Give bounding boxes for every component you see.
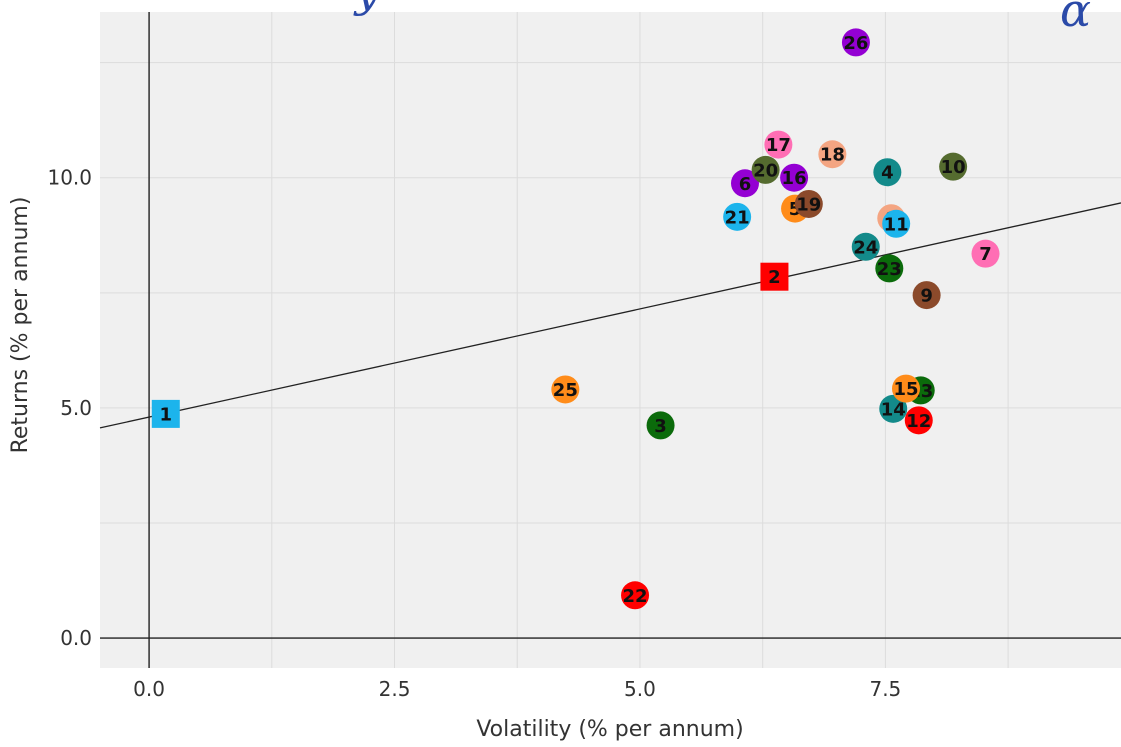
data-point-10: 10 (939, 152, 968, 181)
point-marker (621, 581, 650, 610)
y-axis-label: Returns (% per annum) (8, 197, 33, 454)
point-marker (551, 375, 580, 404)
y-tick-label: 10.0 (47, 166, 92, 190)
point-marker (794, 189, 823, 218)
point-label: 3 (654, 416, 667, 437)
data-point-9: 9 (912, 281, 941, 310)
point-label: 12 (906, 411, 931, 432)
data-point-3: 3 (646, 411, 675, 440)
data-point-6: 6 (730, 169, 759, 198)
x-tick-label: 2.5 (379, 677, 411, 701)
point-label: 20 (753, 160, 778, 181)
y-tick-label: 0.0 (60, 626, 92, 650)
point-label: 1 (160, 404, 173, 425)
y-tick-label: 5.0 (60, 396, 92, 420)
data-point-4: 4 (873, 158, 902, 187)
point-marker (751, 155, 780, 184)
data-point-15: 15 (892, 374, 921, 403)
zero-axes (100, 12, 1121, 668)
point-marker (851, 232, 880, 261)
point-marker (723, 202, 752, 231)
logo-icon: α (1060, 0, 1091, 37)
point-marker (646, 411, 675, 440)
data-point-21: 21 (723, 202, 752, 231)
point-marker (875, 254, 904, 283)
data-point-26: 26 (841, 28, 870, 57)
point-label: 24 (853, 237, 878, 258)
x-tick-label: 0.0 (133, 677, 165, 701)
point-label: 21 (725, 207, 750, 228)
point-marker (892, 374, 921, 403)
point-label: 6 (739, 174, 752, 195)
x-tick-label: 7.5 (869, 677, 901, 701)
tick-labels: 0.0 2.5 5.0 7.5 0.0 5.0 10.0 (47, 166, 901, 701)
trend-line (99, 202, 1121, 429)
data-point-19: 19 (794, 189, 823, 218)
point-label: 17 (766, 135, 791, 156)
point-marker (873, 158, 902, 187)
point-label: 22 (623, 586, 648, 607)
point-label: 16 (782, 168, 807, 189)
data-point-18: 18 (818, 140, 847, 169)
point-marker (904, 406, 933, 435)
point-label: 23 (877, 259, 902, 280)
x-tick-label: 5.0 (624, 677, 656, 701)
data-point-22: 22 (621, 581, 650, 610)
point-label: 11 (884, 214, 909, 235)
title-fragment: y (353, 0, 381, 17)
point-marker (882, 209, 911, 238)
plot-background (100, 12, 1121, 668)
trend-line-group (99, 202, 1121, 429)
point-marker (841, 28, 870, 57)
data-point-16: 16 (780, 163, 809, 192)
data-point-23: 23 (875, 254, 904, 283)
point-marker (730, 169, 759, 198)
point-marker (912, 281, 941, 310)
data-points: 1234567891011121314151617181920212223242… (151, 28, 1000, 610)
point-marker (760, 262, 789, 291)
point-marker (939, 152, 968, 181)
point-label: 15 (893, 379, 918, 400)
point-marker (764, 130, 793, 159)
data-point-1: 1 (151, 399, 180, 428)
data-point-2: 2 (760, 262, 789, 291)
data-point-25: 25 (551, 375, 580, 404)
data-point-24: 24 (851, 232, 880, 261)
point-label: 9 (920, 286, 933, 307)
point-marker (879, 394, 908, 423)
point-label: 26 (843, 33, 868, 54)
point-marker (151, 399, 180, 428)
point-label: 19 (796, 194, 821, 215)
point-label: 7 (979, 244, 992, 265)
data-point-17: 17 (764, 130, 793, 159)
data-point-14: 14 (879, 394, 908, 423)
point-marker (971, 239, 1000, 268)
point-marker (780, 163, 809, 192)
point-label: 25 (553, 380, 578, 401)
point-label: 4 (881, 163, 894, 184)
point-label: 18 (820, 145, 845, 166)
point-marker (818, 140, 847, 169)
data-point-20: 20 (751, 155, 780, 184)
point-label: 2 (768, 267, 781, 288)
data-point-12: 12 (904, 406, 933, 435)
point-label: 10 (941, 157, 966, 178)
data-point-7: 7 (971, 239, 1000, 268)
point-label: 14 (881, 399, 906, 420)
data-point-11: 11 (882, 209, 911, 238)
x-axis-label: Volatility (% per annum) (476, 717, 743, 742)
